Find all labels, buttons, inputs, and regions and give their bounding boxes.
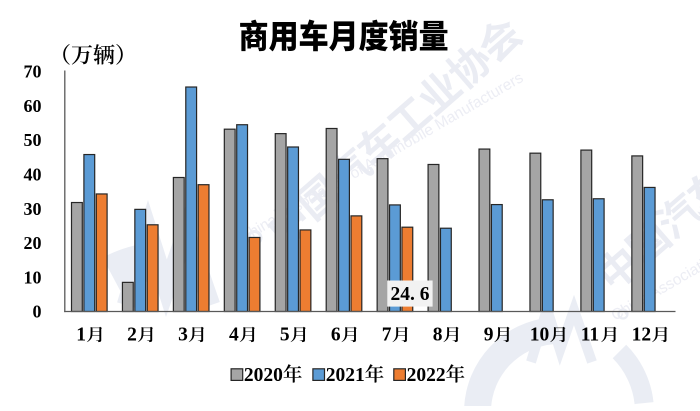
svg-text:5: 5 bbox=[280, 325, 290, 346]
svg-text:10: 10 bbox=[24, 267, 42, 287]
svg-text:12: 12 bbox=[632, 325, 652, 346]
svg-text:8: 8 bbox=[433, 325, 443, 346]
svg-text:20: 20 bbox=[24, 233, 42, 253]
svg-text:4: 4 bbox=[229, 325, 239, 346]
svg-text:11: 11 bbox=[581, 325, 599, 346]
svg-text:2021: 2021 bbox=[326, 365, 365, 386]
svg-text:30: 30 bbox=[24, 199, 42, 219]
svg-text:40: 40 bbox=[24, 165, 42, 185]
svg-text:6: 6 bbox=[331, 325, 341, 346]
svg-text:10: 10 bbox=[530, 325, 550, 346]
svg-text:0: 0 bbox=[33, 302, 42, 322]
svg-text:60: 60 bbox=[24, 96, 42, 116]
svg-text:1: 1 bbox=[76, 325, 86, 346]
svg-text:3: 3 bbox=[178, 325, 188, 346]
svg-text:24. 6: 24. 6 bbox=[391, 284, 430, 305]
svg-text:7: 7 bbox=[382, 325, 392, 346]
svg-text:2022: 2022 bbox=[407, 365, 446, 386]
svg-text:70: 70 bbox=[24, 62, 42, 82]
svg-text:50: 50 bbox=[24, 130, 42, 150]
svg-text:9: 9 bbox=[484, 325, 494, 346]
svg-text:2: 2 bbox=[127, 325, 137, 346]
svg-text:2020: 2020 bbox=[244, 365, 283, 386]
